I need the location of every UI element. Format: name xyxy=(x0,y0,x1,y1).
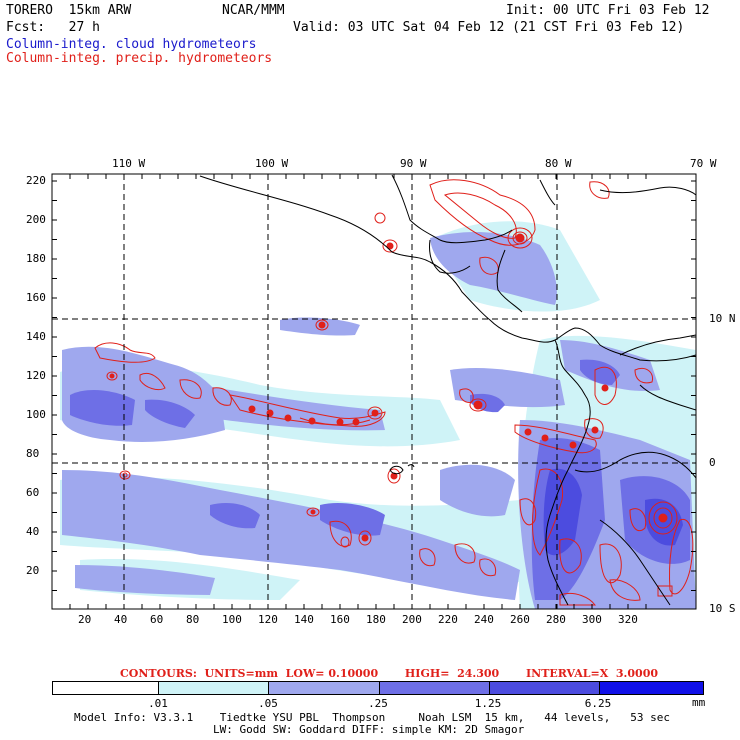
colorbar-units: mm xyxy=(692,696,706,709)
contour-info: CONTOURS: UNITS=mm LOW= 0.10000 HIGH= 24… xyxy=(120,667,658,680)
y-tick-label: 160 xyxy=(26,291,46,304)
x-tick-label: 240 xyxy=(474,613,494,626)
lon-label-80w: 80 W xyxy=(545,157,572,170)
valid-time: Valid: 03 UTC Sat 04 Feb 12 (21 CST Fri … xyxy=(293,20,685,35)
colorbar-segment xyxy=(488,682,599,694)
x-tick-label: 280 xyxy=(546,613,566,626)
init-time: Init: 00 UTC Fri 03 Feb 12 xyxy=(506,3,710,18)
y-tick-label: 140 xyxy=(26,330,46,343)
cloud-shading-deep xyxy=(543,468,683,556)
model-title: TORERO 15km ARW xyxy=(6,3,132,18)
forecast-hour: Fcst: 27 h xyxy=(6,20,100,35)
x-tick-label: 300 xyxy=(582,613,602,626)
org-label: NCAR/MMM xyxy=(222,3,285,18)
x-tick-label: 80 xyxy=(186,613,200,626)
x-tick-label: 100 xyxy=(222,613,242,626)
colorbar-segment xyxy=(598,682,704,694)
x-tick-label: 200 xyxy=(402,613,422,626)
x-tick-label: 320 xyxy=(618,613,638,626)
model-info-line2: LW: Godd SW: Goddard DIFF: simple KM: 2D… xyxy=(213,723,525,736)
colorbar xyxy=(52,681,704,695)
precip-contours xyxy=(94,179,694,606)
colorbar-label-25: .25 xyxy=(368,697,388,710)
colorbar-label-05: .05 xyxy=(258,697,278,710)
lon-label-70w: 70 W xyxy=(690,157,717,170)
colorbar-label-01: .01 xyxy=(148,697,168,710)
x-tick-label: 40 xyxy=(114,613,128,626)
lat-label-10n: 10 N xyxy=(709,312,736,325)
colorbar-segment xyxy=(158,682,269,694)
colorbar-segment xyxy=(53,682,159,694)
y-tick-label: 80 xyxy=(26,447,40,460)
coastlines xyxy=(199,174,696,606)
colorbar-segment xyxy=(378,682,489,694)
map-frame xyxy=(51,173,697,610)
x-tick-label: 140 xyxy=(294,613,314,626)
field-cloud-label: Column-integ. cloud hydrometeors xyxy=(6,37,257,52)
x-tick-label: 160 xyxy=(330,613,350,626)
y-tick-label: 120 xyxy=(26,369,46,382)
colorbar-segment xyxy=(268,682,379,694)
x-tick-label: 20 xyxy=(78,613,92,626)
y-tick-label: 200 xyxy=(26,213,46,226)
y-tick-label: 40 xyxy=(26,525,40,538)
lat-label-10s: 10 S xyxy=(709,602,736,615)
colorbar-label-625: 6.25 xyxy=(584,697,612,710)
lat-label-0: 0 xyxy=(709,456,716,469)
y-tick-label: 20 xyxy=(26,564,40,577)
axis-ticks xyxy=(52,174,696,609)
y-tick-label: 180 xyxy=(26,252,46,265)
x-tick-label: 60 xyxy=(150,613,164,626)
model-info-line1: Model Info: V3.3.1 Tiedtke YSU PBL Thomp… xyxy=(74,711,671,724)
lon-label-110w: 110 W xyxy=(112,157,146,170)
x-tick-label: 220 xyxy=(438,613,458,626)
colorbar-label-125: 1.25 xyxy=(474,697,502,710)
lon-label-100w: 100 W xyxy=(255,157,289,170)
lon-label-90w: 90 W xyxy=(400,157,427,170)
x-tick-label: 120 xyxy=(258,613,278,626)
x-tick-label: 180 xyxy=(366,613,386,626)
y-tick-label: 60 xyxy=(26,486,40,499)
precip-core-cells xyxy=(248,233,668,542)
x-tick-label: 260 xyxy=(510,613,530,626)
lat-lon-grid xyxy=(52,174,696,609)
field-precip-label: Column-integ. precip. hydrometeors xyxy=(6,51,273,66)
y-tick-label: 220 xyxy=(26,174,46,187)
y-tick-label: 100 xyxy=(26,408,46,421)
